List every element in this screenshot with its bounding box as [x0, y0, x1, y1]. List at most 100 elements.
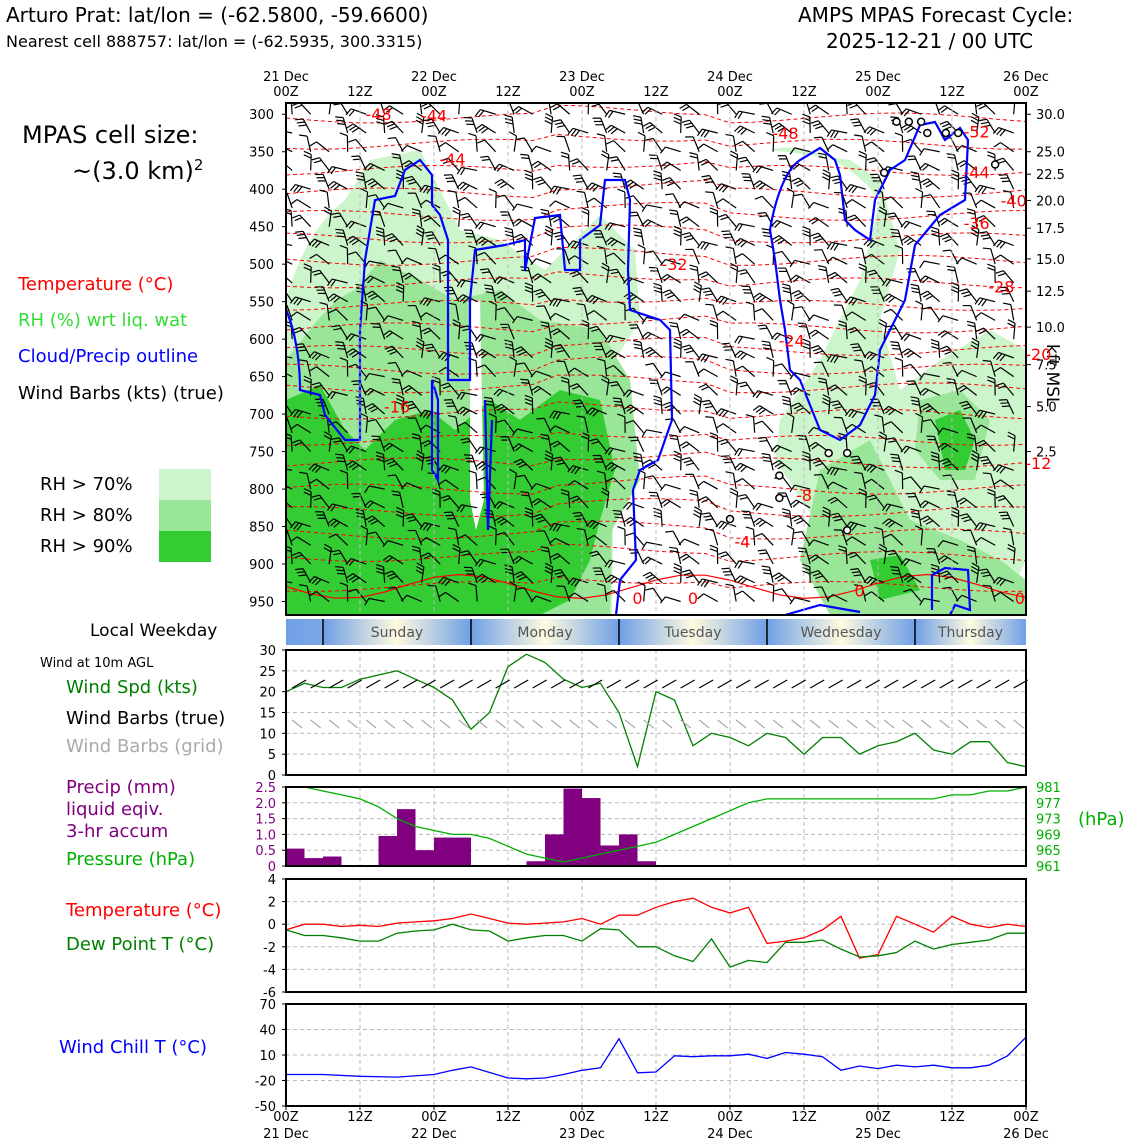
wind-barb-flag [541, 97, 549, 99]
wind-barb-flag [883, 308, 892, 314]
wind-barb-flag [524, 169, 533, 174]
wind-barb-flag [974, 199, 982, 206]
wind-barb-flag [999, 466, 1006, 474]
wind-barb [789, 285, 793, 302]
wind-barb-flag [294, 329, 303, 334]
wind-barb-flag [854, 134, 863, 137]
wind-barb-flag [722, 298, 729, 306]
wind-barb [535, 370, 552, 378]
bottom-date-label: 24 Dec [707, 1127, 753, 1140]
wind-barb-flag [782, 290, 791, 294]
wind-barb-flag [839, 99, 847, 101]
wind-barb [998, 126, 1014, 134]
wind-barb-flag [512, 203, 518, 211]
wind-barb-flag [367, 418, 376, 422]
wind-barb [455, 416, 460, 433]
wind-barb-flag [757, 324, 766, 327]
wind-barb-flag [520, 491, 529, 494]
wind-barb-flag [982, 472, 991, 475]
wind-barb [391, 570, 404, 584]
wind-barb-flag [400, 369, 408, 377]
wind-barb-flag [669, 546, 678, 550]
wind-barb [350, 558, 367, 565]
wind-barb-flag [560, 379, 569, 384]
pressure-tick-label: 800 [249, 483, 274, 498]
wind-barb [748, 286, 756, 302]
wind-barb [471, 342, 478, 359]
top-hour-label: 00Z [717, 85, 743, 100]
wind-barb-flag [793, 292, 802, 297]
wind-barb-flag [792, 163, 800, 171]
wind-barb-flag [335, 341, 344, 344]
wind-barb-flag [535, 179, 544, 183]
wind-barb-flag [698, 383, 707, 389]
wind-barb [480, 333, 496, 340]
wind-barb-flag [419, 199, 427, 206]
wind-barb-flag [389, 575, 398, 580]
wind-barb [495, 416, 497, 433]
wind-barb-flag [505, 233, 514, 238]
wind-barb-flag [693, 284, 702, 290]
wind-barb-flag [423, 554, 432, 560]
wind-barb-flag [980, 571, 989, 575]
wind-barb-flag [556, 299, 562, 308]
wind-barb [419, 103, 423, 115]
wind-barb-flag [822, 397, 831, 403]
wind-barb-flag [313, 272, 322, 276]
wind-barb-flag [981, 299, 987, 307]
wind-barb [630, 404, 645, 415]
wind-barb-flag [521, 382, 530, 384]
wind-barb [328, 103, 332, 115]
wind-barb-flag [644, 558, 652, 565]
wind-barb-flag [533, 500, 542, 506]
wind-barb-flag [682, 218, 690, 224]
wind-barb [795, 162, 811, 171]
wind-barb-flag [591, 553, 600, 557]
wind-barb [331, 166, 348, 172]
wind-barb-flag [791, 290, 799, 295]
sfc-wind-barb-grid [587, 719, 599, 729]
panel-ytick-label: 30 [259, 644, 276, 659]
wind-barb-flag [408, 181, 417, 185]
wind-barb-flag [289, 521, 296, 529]
wind-barb [447, 270, 460, 284]
legend-barbs-true: Wind Barbs (true) [66, 708, 226, 729]
wind-barb-flag [851, 458, 860, 461]
wind-barb [302, 343, 312, 359]
wind-barb-flag [496, 531, 505, 536]
wind-barb [776, 332, 792, 340]
wind-barb-flag [725, 246, 734, 250]
wind-barb-flag [930, 342, 939, 346]
wind-barb [616, 268, 626, 284]
wind-barb-flag [438, 142, 446, 148]
wind-barb-flag [662, 176, 670, 182]
wind-barb [652, 475, 663, 490]
sfc-wind-barb-true [846, 679, 862, 689]
temperature-label: 0 [632, 589, 642, 608]
precip-bar [286, 848, 305, 866]
wind-barb [421, 454, 425, 471]
wind-barb-flag [516, 249, 525, 253]
wind-barb [817, 120, 830, 134]
sfc-wind-barb-grid [384, 719, 396, 729]
wind-barb-flag [882, 278, 888, 286]
wind-barb-flag [478, 447, 485, 455]
wind-barb [338, 325, 349, 340]
wind-barb-flag [422, 410, 429, 418]
wind-barb-flag [853, 461, 862, 464]
wind-barb [643, 585, 646, 602]
wind-barb-flag [754, 420, 763, 425]
wind-barb-flag [275, 288, 283, 290]
wind-barb-flag [333, 552, 342, 556]
wind-barb-flag [412, 211, 421, 215]
wind-barb-flag [701, 498, 709, 504]
wind-barb-flag [922, 194, 931, 198]
wind-barb-flag [718, 409, 725, 417]
wind-barb-flag [601, 150, 610, 156]
wind-barb [286, 468, 293, 471]
wind-barb [738, 560, 755, 565]
wind-barb [302, 568, 312, 584]
cell-size-label: MPAS cell size: [22, 121, 199, 149]
wind-barb-flag [499, 295, 508, 301]
wind-barb-flag [915, 300, 923, 305]
